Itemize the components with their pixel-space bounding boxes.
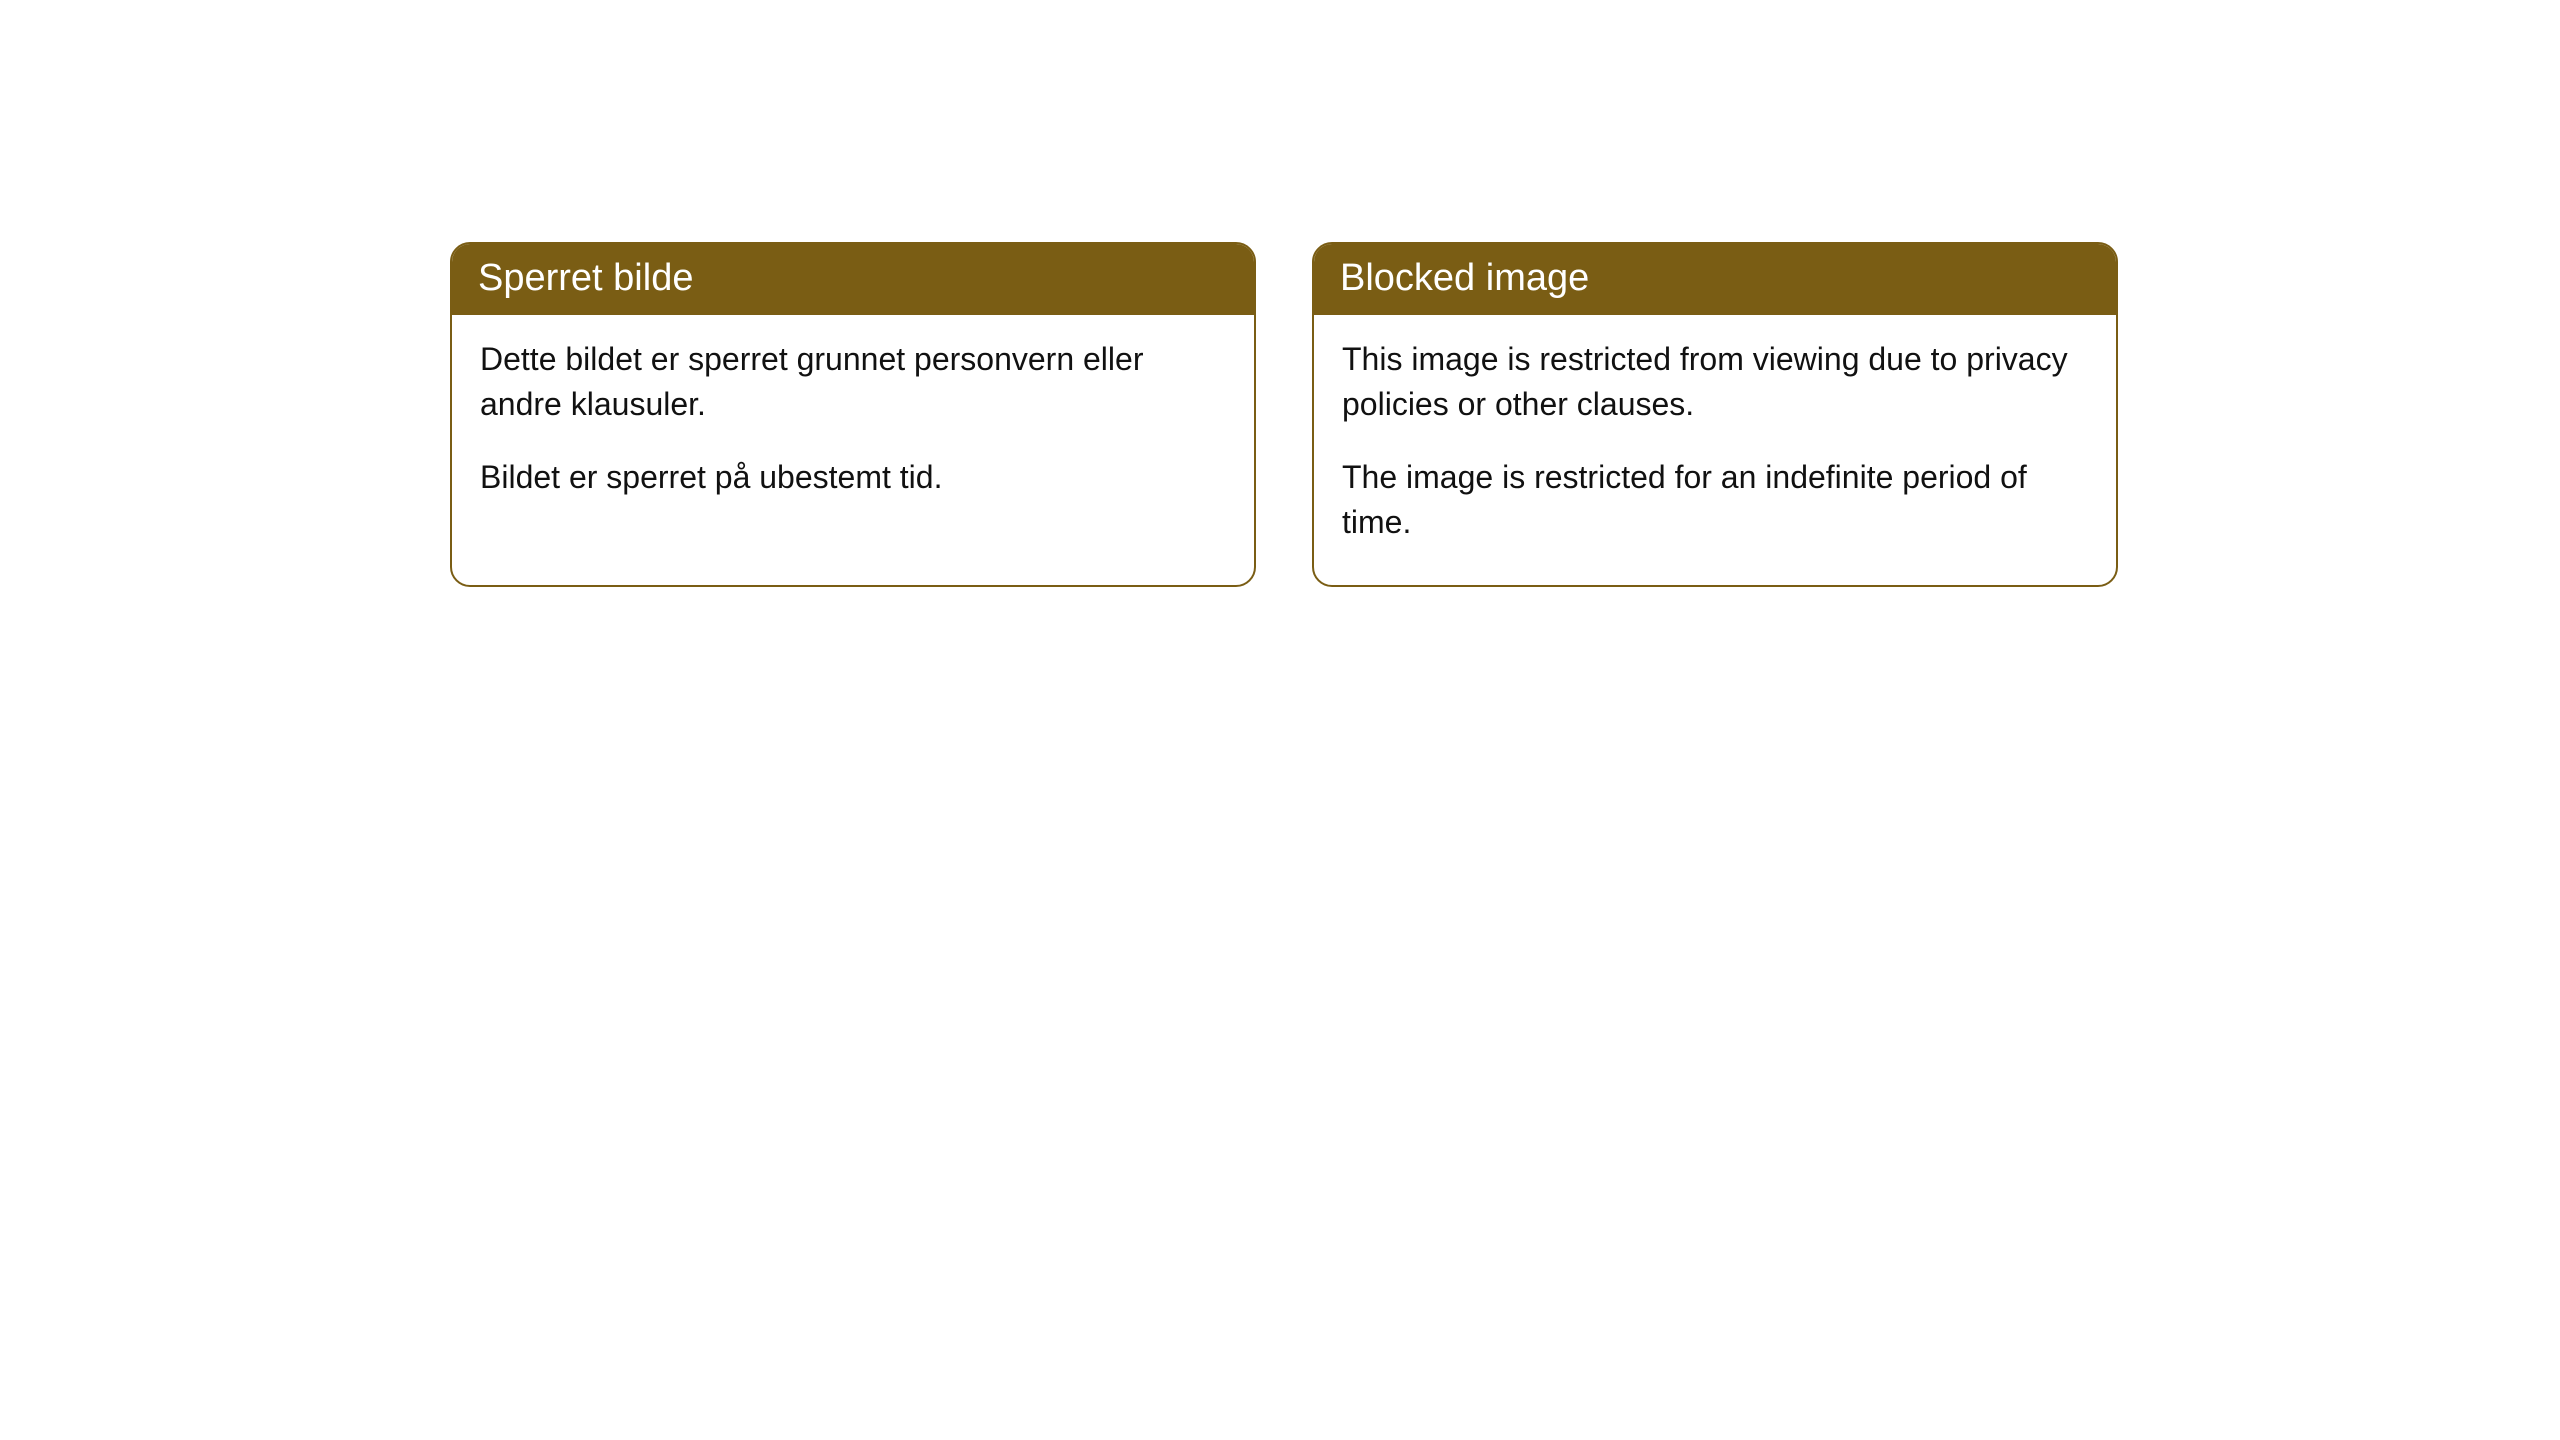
blocked-image-card-en: Blocked image This image is restricted f… xyxy=(1312,242,2118,587)
card-header-en: Blocked image xyxy=(1314,244,2116,315)
card-paragraph: The image is restricted for an indefinit… xyxy=(1342,455,2088,545)
blocked-image-card-no: Sperret bilde Dette bildet er sperret gr… xyxy=(450,242,1256,587)
card-header-no: Sperret bilde xyxy=(452,244,1254,315)
card-paragraph: This image is restricted from viewing du… xyxy=(1342,337,2088,427)
card-paragraph: Bildet er sperret på ubestemt tid. xyxy=(480,455,1226,500)
notice-cards-container: Sperret bilde Dette bildet er sperret gr… xyxy=(0,0,2560,587)
card-paragraph: Dette bildet er sperret grunnet personve… xyxy=(480,337,1226,427)
card-body-en: This image is restricted from viewing du… xyxy=(1314,315,2116,584)
card-body-no: Dette bildet er sperret grunnet personve… xyxy=(452,315,1254,539)
